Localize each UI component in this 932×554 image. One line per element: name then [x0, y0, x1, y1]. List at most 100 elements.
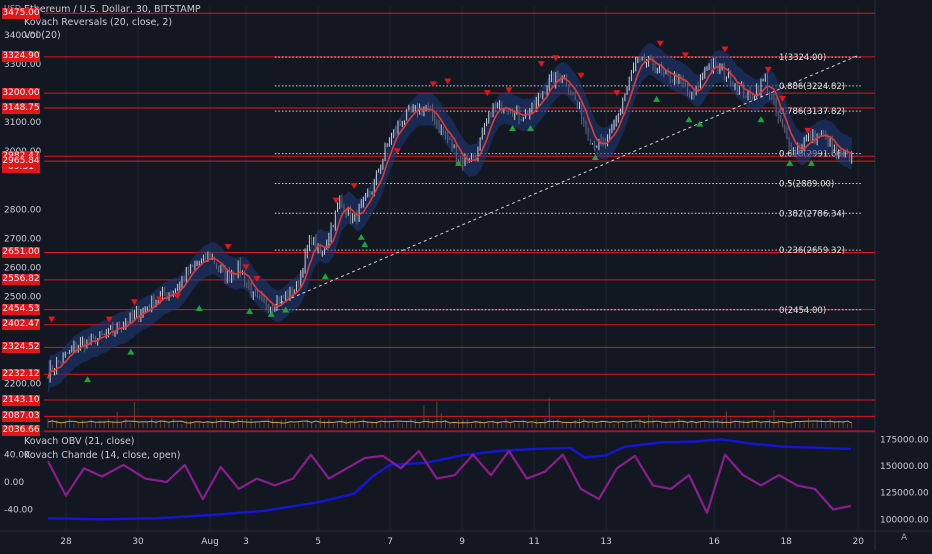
reversal-down-marker-0 [48, 316, 56, 323]
auto-scale-text: A [901, 533, 908, 543]
chande-tick-0: 40.00 [4, 451, 30, 461]
fib-label-5: 0.382(2786.34) [779, 209, 845, 219]
time-tick-7: 11 [528, 537, 539, 547]
price-tick-0: 3400.00 [4, 31, 41, 41]
price-level-tag-0[interactable]: 3475.00 [2, 7, 40, 19]
bar-countdown: 09:31 [2, 161, 40, 173]
reversal-down-marker-23 [779, 95, 787, 102]
reversal-down-marker-22 [764, 66, 772, 73]
price-tick-8: 2200.00 [4, 380, 41, 390]
price-tick-4: 2800.00 [4, 205, 41, 215]
fib-label-2: 0.786(3137.82) [779, 107, 845, 117]
price-level-tag-10[interactable]: 2324.52 [2, 341, 40, 353]
reversal-up-marker-14 [685, 116, 693, 123]
indicator-legend-obv[interactable]: Kovach OBV (21, close) [24, 436, 135, 447]
indicator-legend-chande[interactable]: Kovach Chande (14, close, open) [24, 450, 180, 461]
time-tick-9: 16 [708, 537, 720, 547]
time-tick-4: 5 [315, 537, 321, 547]
reversal-down-marker-4 [174, 293, 182, 300]
indicator-legend-volume[interactable]: Vol (20) [24, 30, 61, 41]
reversal-up-marker-17 [786, 159, 794, 166]
chande-tick-2: -40.00 [4, 505, 33, 515]
reversal-up-marker-0 [84, 376, 92, 383]
price-tick-6: 2600.00 [4, 263, 41, 273]
reversal-down-marker-7 [253, 275, 261, 282]
reversal-up-marker-7 [357, 233, 365, 240]
price-level-tag-1[interactable]: 3324.90 [2, 51, 40, 63]
reversal-down-marker-11 [429, 81, 437, 88]
price-level-tag-13[interactable]: 2087.03 [2, 410, 40, 422]
time-tick-0: 28 [60, 537, 72, 547]
price-level-tag-5[interactable]: 2965.84 [2, 155, 40, 167]
trendline [274, 54, 859, 306]
fib-label-6: 0.236(2659.32) [779, 246, 845, 256]
reversal-down-marker-19 [656, 40, 664, 47]
reversal-up-marker-18 [807, 159, 815, 166]
reversal-down-marker-12 [444, 78, 452, 85]
reversal-down-marker-15 [537, 61, 545, 68]
title-text: Ethereum / U.S. Dollar, 30, BITSTAMP [24, 4, 201, 15]
auto-scale-button[interactable]: A [901, 533, 907, 543]
reversal-down-marker-8 [332, 197, 340, 204]
reversal-up-marker-15 [696, 120, 704, 127]
price-tick-7: 2500.00 [4, 292, 41, 302]
fib-label-7: 0(2454.00) [779, 306, 826, 316]
reversal-up-marker-3 [246, 307, 254, 314]
chande-legend-text: Kovach Chande (14, close, open) [24, 450, 181, 461]
price-level-tag-6[interactable]: 2651.00 [2, 247, 40, 259]
price-level-tag-14[interactable]: 2036.66 [2, 425, 40, 437]
reversal-up-marker-6 [321, 273, 329, 280]
reversal-down-marker-1 [105, 316, 113, 323]
reversal-up-marker-16 [757, 116, 765, 123]
time-tick-3: 3 [243, 537, 249, 547]
time-tick-2: Aug [201, 537, 219, 547]
reversal-up-marker-5 [282, 306, 290, 313]
obv-tick-3: 100000.00 [880, 515, 929, 525]
reversal-up-marker-8 [361, 241, 369, 248]
reversal-down-marker-20 [681, 52, 689, 59]
reversal-down-marker-24 [804, 127, 812, 134]
moving-average-line [47, 58, 852, 378]
volume-ma-line [47, 420, 852, 424]
reversal-up-marker-2 [195, 305, 203, 312]
reversal-up-marker-10 [509, 124, 517, 131]
obv-line [47, 438, 852, 521]
price-level-tag-11[interactable]: 2232.12 [2, 368, 40, 380]
reversal-down-marker-21 [721, 46, 729, 53]
price-level-tag-9[interactable]: 2402.47 [2, 319, 40, 331]
reversal-down-marker-5 [224, 244, 232, 251]
time-tick-11: 20 [852, 537, 864, 547]
fib-label-1: 0.886(3224.82) [779, 82, 845, 92]
reversal-up-marker-12 [591, 154, 599, 161]
time-tick-8: 13 [600, 537, 611, 547]
time-tick-10: 18 [780, 537, 792, 547]
reversals-legend-text: Kovach Reversals (20, close, 2) [24, 17, 173, 28]
fib-label-0: 1(3324.00) [779, 53, 826, 63]
price-level-tag-8[interactable]: 2454.53 [2, 304, 40, 316]
volatility-band [48, 43, 852, 394]
indicator-legend-reversals[interactable]: Kovach Reversals (20, close, 2) [24, 17, 172, 28]
reversal-down-marker-6 [242, 264, 250, 271]
chart-title: Ethereum / U.S. Dollar, 30, BITSTAMP [24, 4, 201, 15]
time-tick-5: 7 [387, 537, 393, 547]
obv-tick-1: 150000.00 [880, 462, 929, 472]
obv-tick-0: 175000.00 [880, 435, 929, 445]
reversal-up-marker-13 [653, 95, 661, 102]
price-level-tag-12[interactable]: 2143.10 [2, 394, 40, 406]
volume-legend-text: Vol (20) [24, 30, 61, 41]
reversal-up-marker-1 [127, 348, 135, 355]
obv-legend-text: Kovach OBV (21, close) [24, 436, 135, 447]
reversal-down-marker-14 [505, 87, 513, 94]
reversal-down-marker-3 [156, 296, 164, 303]
price-level-tag-7[interactable]: 2556.82 [2, 274, 40, 286]
price-level-tag-2[interactable]: 3200.00 [2, 87, 40, 99]
reversal-down-marker-18 [613, 90, 621, 97]
reversal-down-marker-9 [350, 183, 358, 190]
price-level-tag-3[interactable]: 3148.75 [2, 102, 40, 114]
reversal-up-marker-11 [527, 124, 535, 131]
fib-label-4: 0.5(2889.00) [779, 179, 834, 189]
time-tick-1: 30 [132, 537, 144, 547]
obv-tick-2: 125000.00 [880, 489, 929, 499]
